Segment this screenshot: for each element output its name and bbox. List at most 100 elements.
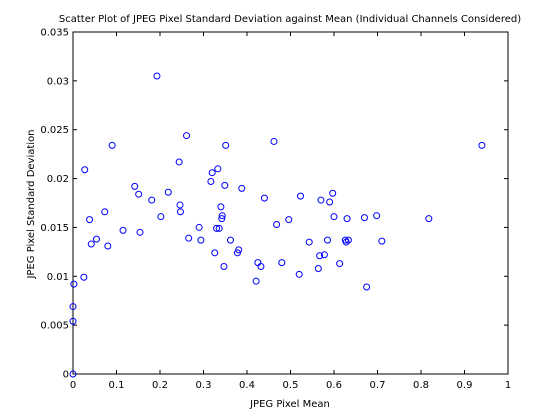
data-point [175, 158, 183, 166]
data-point [222, 141, 230, 149]
x-tick-label: 0.9 [457, 380, 473, 391]
data-point [69, 370, 77, 378]
data-point [164, 188, 172, 196]
data-point [218, 215, 226, 223]
data-point [252, 277, 260, 285]
y-tick-label: 0.03 [47, 76, 69, 87]
chart-title: Scatter Plot of JPEG Pixel Standard Devi… [59, 14, 521, 25]
data-point [215, 224, 223, 232]
data-point [108, 141, 116, 149]
data-point [373, 212, 381, 220]
x-tick-label: 0.3 [196, 380, 212, 391]
y-tick-label: 0.025 [40, 125, 69, 136]
data-point [297, 192, 305, 200]
data-point [270, 137, 278, 145]
x-tick-label: 0.7 [370, 380, 386, 391]
x-tick-label: 0 [70, 380, 76, 391]
y-axis-ticks: 0 0.005 0.01 0.015 0.02 0.025 0.03 0.035 [40, 28, 508, 381]
data-point [254, 259, 262, 267]
y-tick-label: 0.02 [47, 174, 69, 185]
data-point [343, 215, 351, 223]
data-point [135, 190, 143, 198]
y-axis-label: JPEG Pixel Standard Deviation [26, 129, 37, 279]
data-point [211, 249, 219, 257]
data-point [131, 182, 139, 190]
data-point [214, 165, 222, 173]
y-tick-label: 0.035 [40, 28, 69, 39]
data-point [220, 263, 228, 271]
x-tick-label: 0.6 [326, 380, 342, 391]
data-point [81, 166, 89, 174]
data-point [235, 246, 243, 254]
data-point [221, 181, 229, 189]
axes-box [72, 31, 509, 375]
axes-frame [72, 31, 509, 375]
data-point [207, 178, 215, 186]
data-point [176, 208, 184, 216]
data-point [305, 238, 313, 246]
data-point [342, 238, 350, 246]
data-point [69, 317, 77, 325]
data-point [260, 194, 268, 202]
y-tick-label: 0 [63, 370, 69, 381]
x-tick-label: 0.5 [283, 380, 299, 391]
data-point [344, 236, 352, 244]
data-point [360, 214, 368, 222]
data-point [208, 169, 216, 177]
data-point [101, 208, 109, 216]
data-point [226, 236, 234, 244]
data-point [425, 215, 433, 223]
y-tick-label: 0.01 [47, 272, 69, 283]
x-tick-label: 0.1 [109, 380, 125, 391]
data-point [317, 196, 325, 204]
data-point [185, 234, 193, 242]
x-tick-label: 0.8 [413, 380, 429, 391]
data-point [329, 189, 337, 197]
data-point [257, 263, 265, 271]
data-point [104, 242, 112, 250]
data-point [183, 132, 191, 140]
data-point [378, 237, 386, 245]
data-point [70, 280, 78, 288]
data-point [363, 283, 371, 291]
data-point [326, 198, 334, 206]
x-tick-label: 1 [505, 380, 511, 391]
data-point [195, 223, 203, 231]
data-point [153, 72, 161, 80]
data-point [87, 240, 95, 248]
data-point [176, 201, 184, 209]
x-tick-label: 0.2 [152, 380, 168, 391]
data-point [92, 235, 100, 243]
data-point [69, 303, 77, 311]
data-point [148, 196, 156, 204]
data-point [330, 213, 338, 221]
x-axis-label: JPEG Pixel Mean [249, 399, 330, 410]
x-axis-ticks: 0 0.1 0.2 0.3 0.4 0.5 0.6 0.7 0.8 0.9 1 [70, 32, 511, 391]
data-point [157, 213, 165, 221]
data-point [478, 141, 486, 149]
data-point [314, 264, 322, 272]
data-point [119, 226, 127, 234]
data-point [80, 273, 88, 281]
data-points [69, 72, 486, 378]
data-point [136, 228, 144, 236]
data-point [285, 216, 293, 224]
data-point [197, 236, 205, 244]
data-point [336, 260, 344, 268]
data-point [218, 212, 226, 220]
data-point [273, 220, 281, 228]
data-point [217, 203, 225, 211]
data-point [86, 216, 94, 224]
y-tick-label: 0.015 [40, 223, 69, 234]
y-tick-label: 0.005 [40, 321, 69, 332]
data-point [316, 252, 324, 260]
x-tick-label: 0.4 [239, 380, 255, 391]
data-point [238, 184, 246, 192]
data-point [213, 224, 221, 232]
data-point [295, 270, 303, 278]
data-point [323, 236, 331, 244]
data-point [278, 259, 286, 267]
data-point [320, 251, 328, 259]
